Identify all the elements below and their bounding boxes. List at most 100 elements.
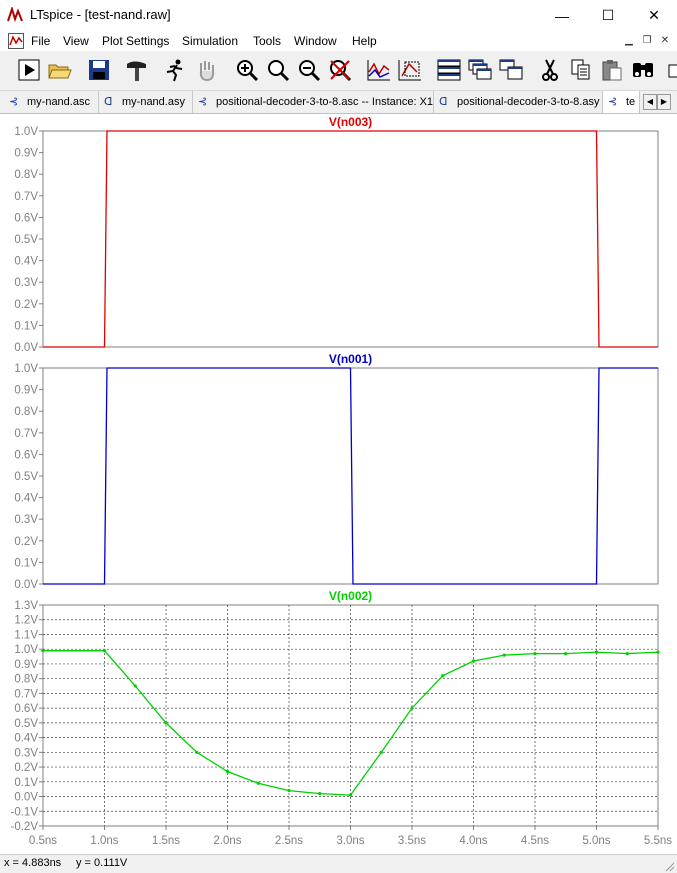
toolbar xyxy=(0,51,677,91)
trace-point xyxy=(133,684,137,688)
trace-point xyxy=(564,652,568,656)
waveform-viewer[interactable]: V(n003) 1.0V 0.9V 0.8V 0.7V 0.6V 0.5V 0.4V 0.3V 0… xyxy=(0,114,677,854)
title-bar: LTspice - [test-nand.raw] — ☐ ✕ xyxy=(0,0,677,31)
mdi-restore-button[interactable]: ❐ xyxy=(642,35,652,46)
trace-point xyxy=(625,652,629,656)
y-tick-label: 0.9V xyxy=(14,659,38,671)
y-tick-label: 0.5V xyxy=(14,234,38,246)
mdi-minimize-button[interactable]: ▁ xyxy=(625,35,633,46)
y-tick-label: 0.2V xyxy=(14,762,38,774)
close-button[interactable]: ✕ xyxy=(648,7,660,23)
ltspice-app-icon[interactable] xyxy=(7,7,23,23)
y-tick-label: 0.6V xyxy=(14,212,38,224)
open-icon[interactable] xyxy=(47,57,73,83)
menu-window[interactable]: Window xyxy=(294,34,337,48)
tab-label: positional-decoder-3-to-8.asy xyxy=(457,96,600,108)
y-tick-label: 0.8V xyxy=(14,674,38,686)
trace-point xyxy=(533,652,537,656)
y-tick-label: 0.0V xyxy=(14,579,38,591)
y-tick-label: 0.1V xyxy=(14,557,38,569)
runner-icon[interactable] xyxy=(162,57,188,83)
copy-icon[interactable] xyxy=(568,57,594,83)
status-bar: x = 4.883ns y = 0.111V xyxy=(0,854,677,873)
trace-point xyxy=(318,791,322,796)
tile-horizontal-icon[interactable] xyxy=(436,57,462,83)
x-tick-label: 5.5ns xyxy=(644,835,672,847)
hammer-icon[interactable] xyxy=(124,57,150,83)
find-icon[interactable] xyxy=(630,57,656,83)
more-toolbar-icon[interactable] xyxy=(663,57,677,83)
trace-point xyxy=(102,649,107,653)
symbol-icon: ᗡ xyxy=(439,96,448,108)
tab-positional-decoder-asc[interactable]: ⊰ positional-decoder-3-to-8.asc -- Instan… xyxy=(193,91,434,113)
trace-point xyxy=(41,649,45,653)
x-tick-label: 3.0ns xyxy=(336,835,364,847)
y-tick-label: 1.1V xyxy=(14,629,38,641)
tab-my-nand-asc[interactable]: ⊰ my-nand.asc xyxy=(4,91,99,113)
y-tick-label: 0.7V xyxy=(14,688,38,700)
y-tick-label: 0.6V xyxy=(14,703,38,715)
cut-icon[interactable] xyxy=(537,57,563,83)
zoom-area-icon[interactable] xyxy=(265,57,291,83)
x-tick-label: 2.0ns xyxy=(213,835,241,847)
zoom-out-icon[interactable] xyxy=(296,57,322,83)
y-tick-label: 1.0V xyxy=(14,644,38,656)
menu-help[interactable]: Help xyxy=(352,34,377,48)
cursor-x-readout: x = 4.883ns xyxy=(4,857,62,869)
y-tick-label: 0.4V xyxy=(14,256,38,268)
waveform-window-icon[interactable] xyxy=(8,33,24,49)
y-tick-label: 0.3V xyxy=(14,747,38,759)
tab-positional-decoder-asy[interactable]: ᗡ positional-decoder-3-to-8.asy xyxy=(434,91,603,113)
trace-title: V(n003) xyxy=(329,115,372,129)
y-tick-label: 0.5V xyxy=(14,471,38,483)
y-tick-label: 0.1V xyxy=(14,777,38,789)
y-tick-label: 0.7V xyxy=(14,191,38,203)
schematic-icon: ⊰ xyxy=(9,96,19,108)
window-title: LTspice - [test-nand.raw] xyxy=(30,7,171,22)
waveform-plots[interactable]: V(n003) 1.0V 0.9V 0.8V 0.7V 0.6V 0.5V 0.4V 0.3V 0… xyxy=(0,114,677,854)
maximize-button[interactable]: ☐ xyxy=(601,7,615,23)
symbol-icon: ᗡ xyxy=(104,96,113,108)
trace-point xyxy=(441,674,445,678)
x-tick-label: 0.5ns xyxy=(29,835,57,847)
tab-label: my-nand.asy xyxy=(122,96,185,108)
trace-title: V(n001) xyxy=(329,352,372,366)
paste-icon[interactable] xyxy=(599,57,625,83)
trace-point xyxy=(656,650,660,654)
trace-line xyxy=(43,650,659,796)
fit-icon[interactable] xyxy=(397,57,423,83)
y-tick-label: 0.8V xyxy=(14,406,38,418)
menu-file[interactable]: File xyxy=(31,34,51,48)
y-tick-label: 0.2V xyxy=(14,299,38,311)
tab-my-nand-asy[interactable]: ᗡ my-nand.asy xyxy=(99,91,193,113)
menu-simulation[interactable]: Simulation xyxy=(182,34,239,48)
menu-tools[interactable]: Tools xyxy=(253,34,282,48)
save-icon[interactable] xyxy=(86,57,112,83)
trace-point xyxy=(471,659,476,663)
pan-hand-icon[interactable] xyxy=(194,57,220,83)
tile-vertical-icon[interactable] xyxy=(498,57,524,83)
trace-point xyxy=(195,750,199,754)
resize-grip-icon[interactable] xyxy=(663,860,675,872)
trace-point xyxy=(594,650,599,654)
minimize-button[interactable]: — xyxy=(555,7,569,24)
x-tick-label: 4.0ns xyxy=(459,835,487,847)
y-tick-label: 0.5V xyxy=(14,718,38,730)
trace-point xyxy=(256,781,260,785)
menu-view[interactable]: View xyxy=(63,34,89,48)
x-tick-label: 4.5ns xyxy=(521,835,549,847)
trace-title: V(n002) xyxy=(329,589,372,603)
zoom-in-icon[interactable] xyxy=(234,57,260,83)
y-tick-label: 0.2V xyxy=(14,536,38,548)
mdi-close-button[interactable]: ✕ xyxy=(660,35,670,46)
tab-scroll-right-button[interactable]: ▶ xyxy=(657,94,671,110)
x-tick-label: 1.0ns xyxy=(90,835,118,847)
cascade-icon[interactable] xyxy=(467,57,493,83)
tab-scroll-left-button[interactable]: ◀ xyxy=(643,94,657,110)
zoom-cancel-icon[interactable] xyxy=(327,57,353,83)
tab-test-nand-raw[interactable]: ⊰ te xyxy=(603,91,640,113)
y-tick-label: 0.3V xyxy=(14,514,38,526)
menu-plot-settings[interactable]: Plot Settings xyxy=(102,34,170,48)
autorange-icon[interactable] xyxy=(366,57,392,83)
run-icon[interactable] xyxy=(16,57,42,83)
